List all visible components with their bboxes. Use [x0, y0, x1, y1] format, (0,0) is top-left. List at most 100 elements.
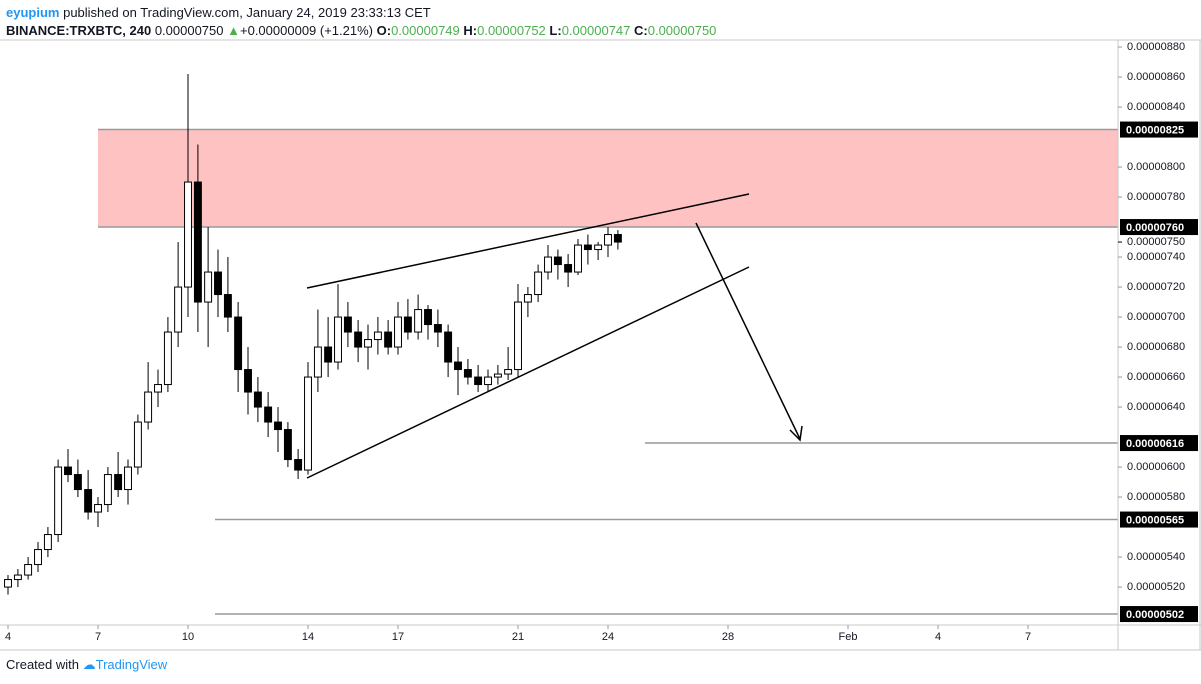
- candle-body: [354, 331, 363, 348]
- plot-area: [4, 74, 1118, 615]
- x-tick-label: 17: [392, 631, 404, 643]
- candle-body: [103, 474, 112, 506]
- level-label-box: [1120, 121, 1198, 138]
- x-tick-label: 4: [5, 631, 11, 643]
- y-tick-label: 0.00000580: [1127, 491, 1185, 503]
- candle-body: [124, 466, 132, 491]
- y-tick-label: 0.00000660: [1127, 371, 1185, 383]
- candle-body: [193, 181, 202, 303]
- low: 0.00000747: [561, 23, 631, 38]
- candle-body: [454, 361, 462, 371]
- candle-body: [223, 294, 232, 318]
- level-label: 0.00000502: [1126, 609, 1184, 621]
- candle-body: [13, 574, 22, 581]
- candle-body: [583, 244, 592, 251]
- x-tick-label: 24: [602, 631, 614, 643]
- header-line-2: BINANCE:TRXBTC, 240 0.00000750 ▲+0.00000…: [6, 22, 716, 40]
- candle-body: [313, 346, 322, 378]
- candle-body: [604, 234, 612, 246]
- candle-body: [474, 376, 483, 386]
- y-tick-label: 0.00000520: [1127, 581, 1185, 593]
- candle-body: [94, 504, 102, 513]
- candle-body: [24, 564, 33, 576]
- x-tick-label: 4: [935, 631, 941, 643]
- candle-body: [144, 391, 153, 423]
- candle-body: [613, 234, 622, 243]
- footer-text: Created with: [6, 657, 79, 672]
- y-tick-label: 0.00000780: [1127, 191, 1185, 203]
- last: 0.00000750: [154, 23, 224, 38]
- level-label: 0.00000825: [1126, 124, 1184, 136]
- candle-body: [544, 256, 552, 273]
- trend-line-lower: [306, 266, 750, 479]
- y-tick-label: 0.00000700: [1127, 311, 1185, 323]
- y-tick-label: 0.00000640: [1127, 401, 1185, 413]
- x-tick-label: 14: [302, 631, 314, 643]
- candle-body: [504, 369, 513, 375]
- close: 0.00000750: [647, 23, 717, 38]
- candle-body: [414, 309, 423, 333]
- low-label: L:: [549, 23, 562, 38]
- candle-body: [564, 264, 573, 273]
- footer: Created with ☁TradingView: [6, 657, 167, 673]
- candle-body: [174, 286, 183, 333]
- candle-body: [184, 181, 192, 288]
- y-tick-label: 0.00000740: [1127, 251, 1185, 263]
- candle-body: [343, 316, 352, 333]
- published: published on TradingView.com, January 24…: [63, 5, 431, 20]
- header: eyupium published on TradingView.com, Ja…: [6, 4, 716, 40]
- level-label-box: [1120, 435, 1198, 452]
- candle-body: [514, 301, 522, 371]
- x-tick-label: 7: [1025, 631, 1031, 643]
- candle-body: [274, 421, 282, 431]
- y-tick-label: 0.00000840: [1127, 101, 1185, 113]
- header-line-1: eyupium published on TradingView.com, Ja…: [6, 4, 716, 22]
- candle-body: [133, 421, 142, 468]
- up-arrow: ▲: [227, 23, 240, 38]
- y-tick-label: 0.00000880: [1127, 41, 1185, 53]
- symbol: BINANCE:TRXBTC, 240: [6, 23, 152, 38]
- y-tick-label: 0.00000540: [1127, 551, 1185, 563]
- candle-body: [43, 534, 52, 551]
- level-label-box: [1120, 511, 1198, 528]
- y-tick-label: 0.00000800: [1127, 161, 1185, 173]
- candle-body: [364, 339, 372, 348]
- y-tick-label: 0.00000600: [1127, 461, 1185, 473]
- last-price-label: 0.00000750: [1127, 236, 1185, 248]
- candle-body: [253, 391, 262, 408]
- high: 0.00000752: [477, 23, 546, 38]
- candle-body: [294, 459, 303, 471]
- candle-body: [4, 579, 12, 588]
- candle-body: [234, 316, 243, 371]
- candle-body: [484, 376, 492, 386]
- candle-body: [394, 316, 402, 348]
- candle-body: [34, 549, 42, 566]
- candle-body: [334, 316, 342, 363]
- resistance-zone: [98, 129, 1118, 228]
- candle-body: [304, 376, 312, 471]
- open: 0.00000749: [391, 23, 460, 38]
- candle-body: [154, 384, 162, 393]
- logo: ☁: [82, 657, 96, 672]
- x-tick-label: 7: [95, 631, 101, 643]
- level-label: 0.00000565: [1126, 514, 1184, 526]
- candle-body: [54, 466, 63, 536]
- level-label: 0.00000760: [1126, 222, 1184, 234]
- drawings: [306, 193, 803, 479]
- x-tick-label: 10: [182, 631, 194, 643]
- candle-body: [444, 331, 453, 363]
- candle-body: [574, 244, 582, 273]
- candle-body: [244, 369, 252, 393]
- level-label: 0.00000616: [1126, 438, 1184, 450]
- candle-body: [433, 324, 442, 333]
- candle-body: [64, 466, 72, 476]
- candle-body: [534, 271, 543, 296]
- arrow-line: [695, 222, 801, 440]
- candle-body: [493, 373, 502, 378]
- y-tick-label: 0.00000860: [1127, 71, 1185, 83]
- candle-body: [384, 331, 393, 348]
- close-label: C:: [634, 23, 648, 38]
- candle-body: [553, 256, 562, 266]
